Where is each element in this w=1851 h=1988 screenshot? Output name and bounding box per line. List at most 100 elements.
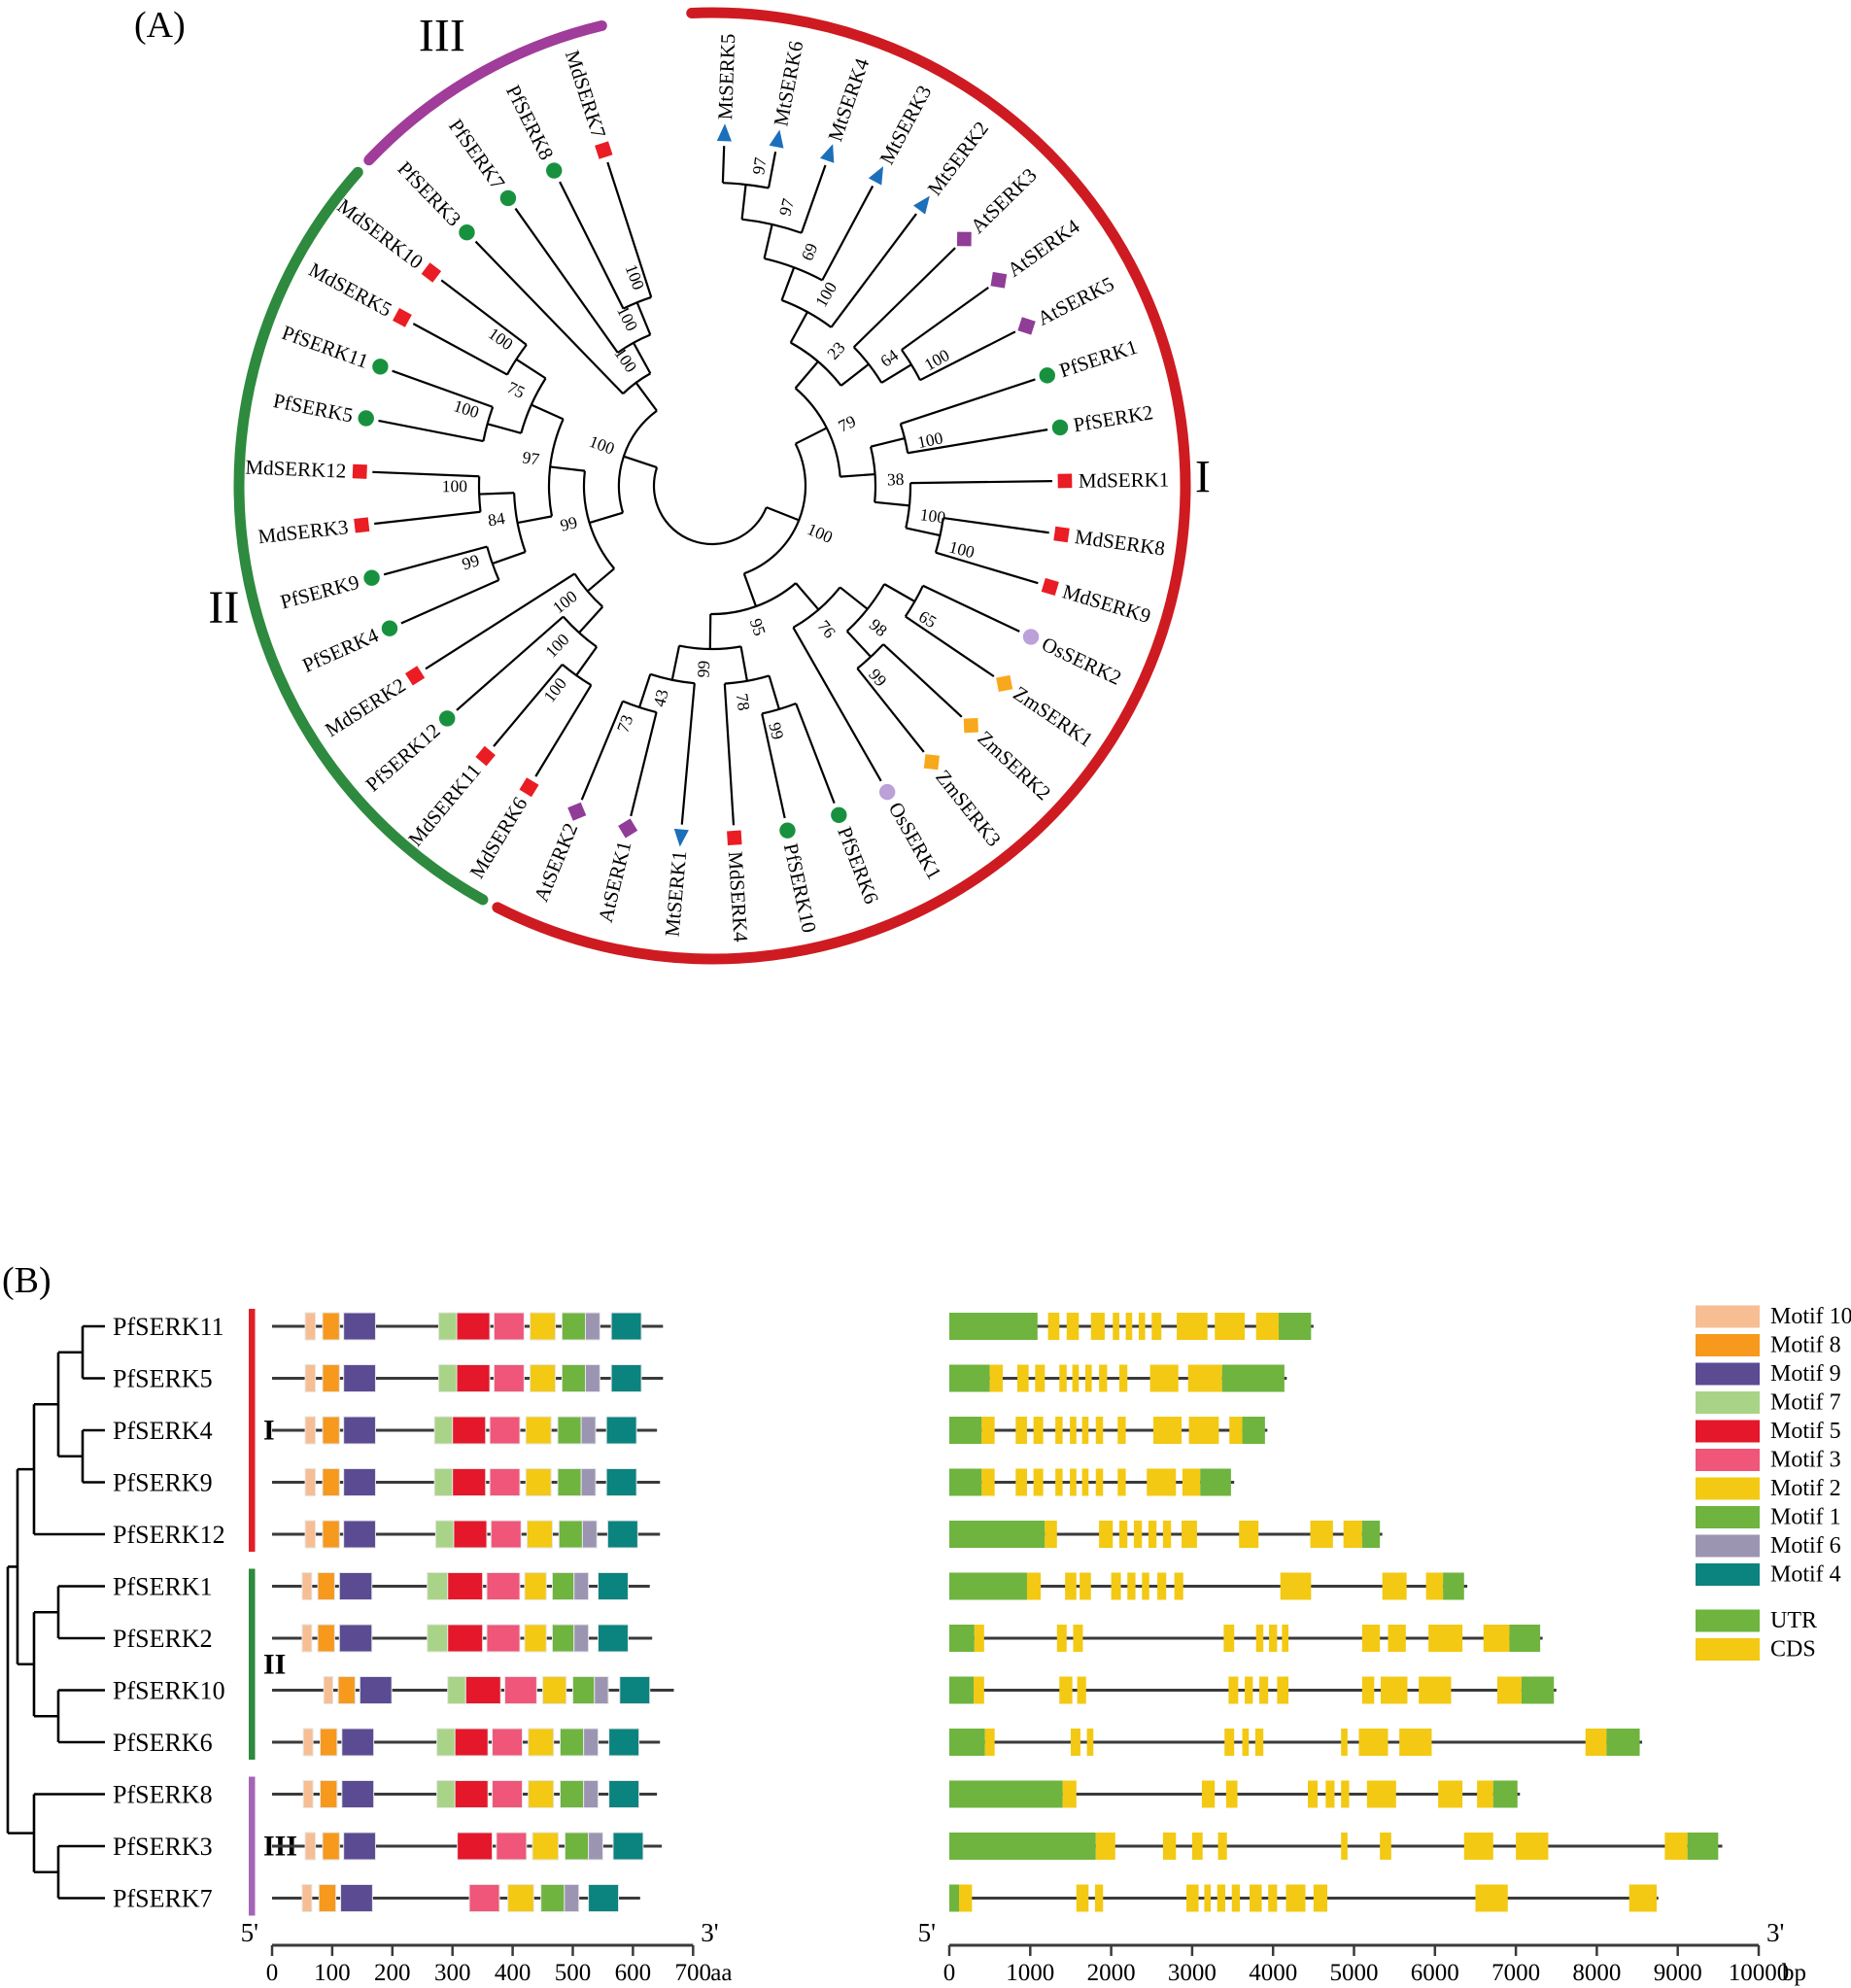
cds-exon-box bbox=[1077, 1676, 1086, 1704]
square-symbol-Md bbox=[393, 308, 412, 327]
panel-b-label: (B) bbox=[2, 1260, 51, 1301]
tree-branch bbox=[739, 646, 748, 682]
panel-b-motif-and-gene-structure: IIIIIIPfSERK11PfSERK5PfSERK4PfSERK9PfSER… bbox=[6, 1304, 1851, 1986]
circle-symbol-Pf bbox=[1039, 367, 1055, 384]
motif-1-box bbox=[557, 1468, 582, 1496]
motif-1-box bbox=[551, 1572, 575, 1600]
cds-exon-box bbox=[1239, 1521, 1259, 1548]
motif-9-box bbox=[338, 1572, 373, 1600]
bootstrap-value: 76 bbox=[814, 616, 840, 641]
cds-exon-box bbox=[1313, 1884, 1328, 1912]
bootstrap-value: 100 bbox=[442, 476, 468, 496]
motif-10-box bbox=[323, 1676, 334, 1704]
triangle-symbol-Mt bbox=[912, 195, 930, 215]
bootstrap-value: 100 bbox=[811, 278, 841, 310]
cds-exon-box bbox=[1099, 1364, 1108, 1392]
cds-exon-box bbox=[1026, 1572, 1042, 1600]
motif-1-box bbox=[560, 1780, 585, 1808]
cds-exon-box bbox=[958, 1884, 973, 1912]
square-symbol-Md bbox=[404, 666, 426, 686]
tree-branch bbox=[378, 419, 484, 443]
cds-exon-box bbox=[1127, 1572, 1136, 1600]
bootstrap-value: 100 bbox=[919, 504, 947, 527]
taxon-label: PfSERK3 bbox=[393, 156, 465, 230]
tree-arc bbox=[678, 644, 741, 651]
taxon-label: MdSERK8 bbox=[1074, 525, 1167, 561]
motif-5-box bbox=[454, 1780, 489, 1808]
square-symbol-Md bbox=[1057, 473, 1073, 489]
motif-7-box bbox=[436, 1728, 456, 1757]
cds-exon-box bbox=[1380, 1676, 1408, 1704]
cds-exon-box bbox=[1382, 1572, 1407, 1600]
utr3-box bbox=[1279, 1313, 1312, 1340]
taxon-label: MdSERK6 bbox=[465, 793, 532, 882]
tree-branch bbox=[637, 673, 652, 708]
legend-label-cds: CDS bbox=[1770, 1637, 1816, 1662]
tree-branch bbox=[883, 583, 915, 602]
bootstrap-value: 100 bbox=[485, 324, 517, 355]
tree-arc bbox=[792, 586, 841, 629]
triangle-symbol-Mt bbox=[819, 144, 835, 163]
motif-8-box bbox=[322, 1468, 340, 1496]
circle-symbol-Pf bbox=[372, 359, 389, 375]
cds-exon-box bbox=[981, 1417, 995, 1444]
tree-branch bbox=[795, 582, 820, 611]
utr3-box bbox=[1687, 1833, 1719, 1860]
square-symbol-Md bbox=[1053, 526, 1070, 543]
tree-branch bbox=[780, 266, 796, 301]
cds-exon-box bbox=[1065, 1572, 1077, 1600]
group-label-II: II bbox=[263, 1648, 286, 1680]
taxon-label: MdSERK1 bbox=[1079, 467, 1170, 492]
motif-1-box bbox=[564, 1832, 590, 1861]
cds-exon-box bbox=[1268, 1884, 1278, 1912]
cds-exon-box bbox=[1425, 1572, 1444, 1600]
cds-exon-box bbox=[1254, 1729, 1264, 1756]
tree-arc bbox=[486, 546, 500, 581]
taxon-label: PfSERK6 bbox=[833, 824, 883, 908]
square-symbol-Md bbox=[475, 745, 496, 767]
motif-2-box bbox=[530, 1364, 557, 1392]
tree-branch bbox=[906, 527, 941, 537]
cds-exon-box bbox=[1380, 1833, 1391, 1860]
bootstrap-value: 99 bbox=[558, 512, 579, 535]
utr5-box bbox=[949, 1417, 982, 1444]
legend-swatch-motif-2 bbox=[1696, 1477, 1760, 1500]
tree-branch bbox=[742, 572, 758, 607]
bootstrap-value: 100 bbox=[805, 519, 836, 547]
tree-branch bbox=[400, 578, 499, 625]
taxon-label: AtSERK2 bbox=[530, 820, 583, 906]
utr5-box bbox=[949, 1729, 985, 1756]
motif-9-box bbox=[343, 1832, 376, 1861]
square-symbol-Md bbox=[352, 463, 367, 479]
utr3-box bbox=[1521, 1676, 1555, 1704]
motif-6-box bbox=[584, 1312, 600, 1341]
motif-4-box bbox=[597, 1572, 629, 1600]
cds-exon-box bbox=[1138, 1313, 1146, 1340]
motif-4-box bbox=[606, 1520, 638, 1549]
motif-2-box bbox=[542, 1676, 567, 1704]
bootstrap-value: 100 bbox=[613, 302, 642, 334]
legend-swatch-motif-1 bbox=[1696, 1506, 1760, 1528]
motif-3-box bbox=[492, 1780, 524, 1808]
cds-exon-box bbox=[1151, 1313, 1162, 1340]
cds-exon-box bbox=[1081, 1417, 1089, 1444]
cds-exon-box bbox=[1308, 1780, 1319, 1808]
tree-branch bbox=[578, 605, 604, 634]
motif-10-box bbox=[301, 1884, 313, 1912]
tree-branch bbox=[634, 382, 658, 412]
cds-exon-box bbox=[1231, 1884, 1241, 1912]
cds-exon-box bbox=[1059, 1364, 1067, 1392]
cds-exon-box bbox=[1086, 1729, 1094, 1756]
clade-arc-III bbox=[363, 19, 607, 166]
motif-10-box bbox=[304, 1520, 317, 1549]
tree-arc bbox=[764, 257, 823, 282]
cds-exon-box bbox=[1016, 1364, 1029, 1392]
cds-exon-box bbox=[1186, 1884, 1199, 1912]
cds-exon-box bbox=[1076, 1884, 1089, 1912]
taxon-label: PfSERK11 bbox=[279, 321, 371, 373]
aa-tick-label: 200 bbox=[374, 1960, 411, 1986]
tree-branch bbox=[901, 286, 989, 351]
cds-exon-box bbox=[1095, 1833, 1115, 1860]
square-symbol-Md bbox=[727, 830, 742, 846]
gene-name: PfSERK11 bbox=[113, 1313, 224, 1341]
